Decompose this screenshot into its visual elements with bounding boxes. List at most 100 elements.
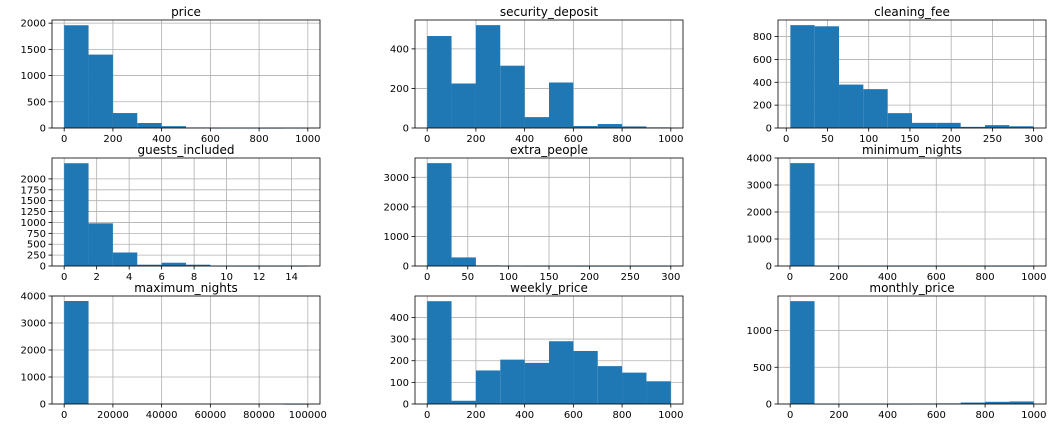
y-tick-label: 1000 bbox=[747, 326, 772, 337]
y-tick-label: 1750 bbox=[21, 185, 46, 196]
subplot-title: security_deposit bbox=[500, 5, 598, 19]
subplot-title: minimum_nights bbox=[862, 143, 962, 157]
x-tick-label: 0 bbox=[783, 134, 789, 145]
y-tick-label: 250 bbox=[27, 251, 46, 262]
y-tick-label: 4000 bbox=[21, 292, 46, 303]
x-tick-label: 20000 bbox=[97, 410, 129, 421]
x-tick-label: 100 bbox=[859, 134, 878, 145]
histogram-bar bbox=[912, 122, 937, 128]
x-tick-label: 800 bbox=[976, 410, 995, 421]
x-tick-label: 400 bbox=[515, 410, 534, 421]
y-tick-label: 0 bbox=[403, 124, 409, 135]
x-tick-label: 600 bbox=[564, 410, 583, 421]
y-tick-label: 0 bbox=[403, 262, 409, 273]
histogram-bar bbox=[500, 359, 525, 404]
x-tick-label: 400 bbox=[878, 272, 897, 283]
subplot-price: 0 200 400 600 800 1000 0 500 1000 1500 2000 price bbox=[21, 5, 321, 145]
y-tick-label: 1000 bbox=[21, 218, 46, 229]
x-tick-label: 200 bbox=[466, 410, 485, 421]
y-tick-label: 0 bbox=[40, 124, 46, 135]
histogram-bar bbox=[573, 126, 598, 128]
x-tick-label: 1000 bbox=[295, 134, 320, 145]
x-tick-label: 0 bbox=[61, 134, 67, 145]
x-tick-label: 0 bbox=[424, 272, 430, 283]
x-tick-label: 6 bbox=[158, 272, 164, 283]
histogram-bar bbox=[451, 83, 476, 128]
y-tick-label: 1000 bbox=[21, 373, 46, 384]
x-tick-label: 600 bbox=[564, 134, 583, 145]
y-tick-label: 400 bbox=[390, 313, 409, 324]
y-tick-label: 400 bbox=[753, 78, 772, 89]
histogram-bar bbox=[475, 25, 501, 129]
x-tick-label: 800 bbox=[975, 272, 994, 283]
axes-frame bbox=[414, 19, 684, 129]
subplot-title: weekly_price bbox=[510, 281, 588, 295]
histogram-bar bbox=[839, 84, 864, 128]
histogram-bar bbox=[790, 25, 815, 129]
y-tick-label: 0 bbox=[403, 400, 409, 411]
subplot-title: monthly_price bbox=[869, 281, 954, 295]
x-tick-label: 12 bbox=[253, 272, 266, 283]
axes-frame bbox=[51, 19, 321, 129]
histogram-bar bbox=[88, 54, 113, 128]
x-tick-label: 10 bbox=[220, 272, 233, 283]
x-tick-label: 1000 bbox=[658, 134, 683, 145]
y-tick-label: 750 bbox=[27, 229, 46, 240]
histogram-bar bbox=[161, 262, 186, 266]
histogram-bar bbox=[984, 125, 1010, 128]
y-tick-label: 200 bbox=[753, 101, 772, 112]
histogram-bar bbox=[64, 25, 89, 128]
x-tick-label: 400 bbox=[878, 410, 897, 421]
x-tick-label: 200 bbox=[829, 272, 848, 283]
histogram-bar bbox=[597, 124, 623, 128]
subplot-maximum_nights: 0 20000 40000 60000 80000 100000 0 1000 2000 3000… bbox=[21, 281, 327, 421]
histogram-bar bbox=[622, 372, 647, 404]
x-tick-label: 14 bbox=[285, 272, 298, 283]
histogram-bar bbox=[137, 264, 162, 266]
x-tick-label: 40000 bbox=[146, 410, 178, 421]
histogram-bar bbox=[427, 36, 452, 129]
histogram-bar bbox=[1009, 401, 1034, 404]
y-tick-label: 1000 bbox=[384, 232, 409, 243]
histogram-bar bbox=[88, 223, 113, 266]
x-tick-label: 1000 bbox=[1021, 410, 1046, 421]
subplot-title: guests_included bbox=[138, 143, 235, 157]
y-tick-label: 0 bbox=[766, 262, 772, 273]
x-tick-label: 200 bbox=[580, 272, 599, 283]
x-tick-label: 400 bbox=[515, 134, 534, 145]
x-tick-label: 4 bbox=[126, 272, 132, 283]
histogram-bar bbox=[451, 257, 476, 266]
y-tick-label: 100 bbox=[390, 378, 409, 389]
histogram-bar bbox=[887, 113, 912, 128]
x-tick-label: 0 bbox=[424, 134, 430, 145]
subplot-title: price bbox=[171, 5, 201, 19]
y-tick-label: 300 bbox=[390, 335, 409, 346]
x-tick-label: 60000 bbox=[194, 410, 226, 421]
y-tick-label: 400 bbox=[390, 44, 409, 55]
x-tick-label: 50 bbox=[461, 272, 474, 283]
y-tick-label: 1000 bbox=[21, 71, 46, 82]
x-tick-label: 300 bbox=[661, 272, 680, 283]
x-tick-label: 800 bbox=[613, 410, 632, 421]
subplot-guests_included: 0 2 4 6 8 10 12 1402505007501000125015001750200… bbox=[21, 143, 321, 283]
subplot-cleaning_fee: 0 50 100 150 200 250 300 0 200 400 600 800 cleaning_… bbox=[753, 5, 1047, 145]
y-tick-label: 500 bbox=[753, 363, 772, 374]
x-tick-label: 1000 bbox=[1021, 272, 1046, 283]
axes-frame bbox=[51, 157, 321, 267]
histogram-bar bbox=[549, 82, 574, 128]
axes-frame bbox=[414, 295, 684, 405]
histogram-bar bbox=[161, 126, 186, 128]
x-tick-label: 2 bbox=[93, 272, 99, 283]
y-tick-label: 3000 bbox=[21, 319, 46, 330]
y-tick-label: 2000 bbox=[21, 19, 46, 30]
x-tick-label: 0 bbox=[787, 410, 793, 421]
histogram-bar bbox=[475, 370, 501, 404]
y-tick-label: 1500 bbox=[21, 196, 46, 207]
histogram-bar bbox=[985, 401, 1010, 404]
subplot-title: extra_people bbox=[510, 143, 588, 157]
histogram-bar bbox=[451, 400, 476, 404]
x-tick-label: 600 bbox=[201, 134, 220, 145]
y-tick-label: 3000 bbox=[384, 173, 409, 184]
subplot-extra_people: 0 50 100 150 200 250 3000100020003000extra_peo… bbox=[384, 143, 684, 283]
y-tick-label: 0 bbox=[766, 400, 772, 411]
